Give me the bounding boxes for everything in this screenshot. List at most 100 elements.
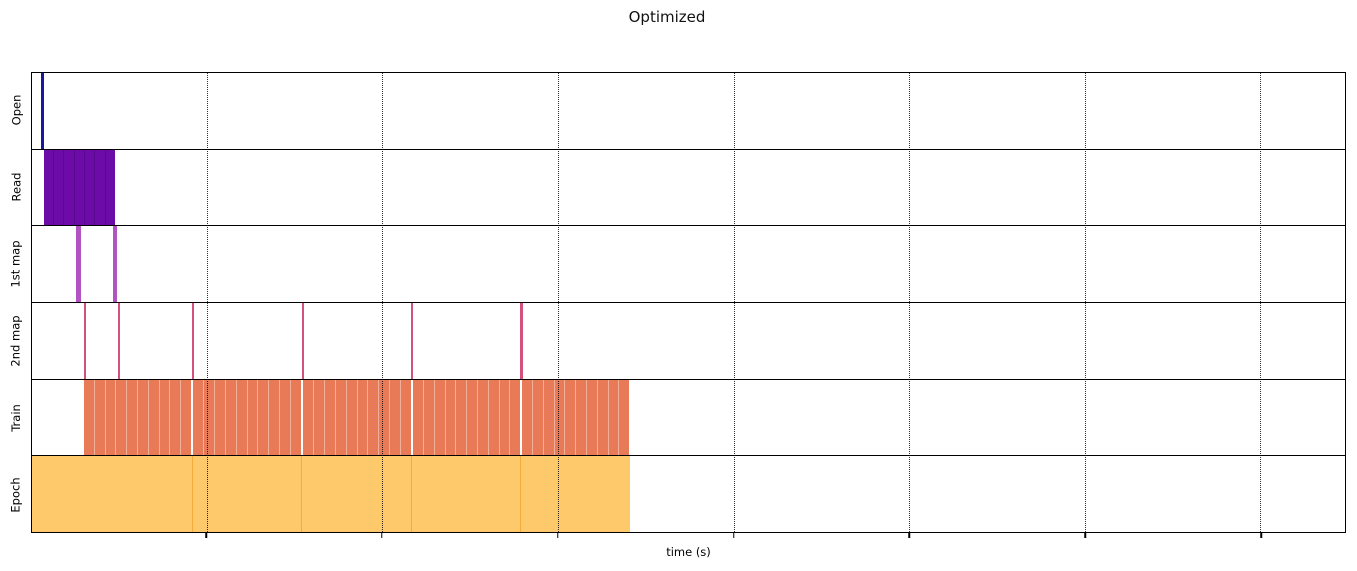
- train-segment: [303, 379, 314, 456]
- train-segment: [314, 379, 325, 456]
- x-tick: [732, 533, 735, 538]
- train-segment: [237, 379, 248, 456]
- train-segment: [160, 379, 171, 456]
- 2nd-map-bar: [83, 303, 86, 379]
- read-segment: [75, 149, 85, 226]
- train-segment: [226, 379, 237, 456]
- train-segment: [533, 379, 544, 456]
- train-segment: [181, 380, 191, 456]
- row-label-read: Read: [9, 172, 23, 202]
- train-segment: [127, 379, 139, 456]
- train-segment: [347, 379, 358, 456]
- x-ticks-strip: [31, 533, 1346, 539]
- train-segment: [446, 379, 457, 456]
- row-1st-map: [32, 226, 1345, 304]
- train-segment: [116, 379, 128, 456]
- train-bar: [522, 379, 630, 456]
- 2nd-map-bar: [520, 303, 523, 379]
- 2nd-map-bar: [410, 303, 413, 379]
- row-label-2nd-map: 2nd map: [9, 315, 23, 367]
- train-segment: [467, 379, 478, 456]
- train-segment: [149, 379, 160, 456]
- train-bar: [83, 379, 192, 456]
- row-label-open: Open: [9, 95, 23, 126]
- 1st-map-bar: [112, 226, 118, 303]
- row-label-cell-train: Train: [2, 379, 30, 456]
- open-bar: [40, 73, 44, 149]
- plot-area: [31, 72, 1346, 533]
- row-train: [32, 379, 1345, 457]
- read-segment: [106, 150, 115, 226]
- row-open: [32, 73, 1345, 150]
- train-bar: [303, 379, 411, 456]
- train-segment: [500, 379, 511, 456]
- x-tick: [205, 533, 207, 538]
- train-segment: [587, 379, 598, 456]
- row-read: [32, 149, 1345, 227]
- train-segment: [555, 379, 566, 456]
- train-segment: [424, 379, 435, 456]
- row-label-1st-map: 1st map: [9, 240, 23, 288]
- train-bar: [193, 379, 302, 456]
- train-segment: [248, 379, 259, 456]
- row-label-cell-epoch: Epoch: [2, 456, 30, 533]
- epoch-bar: [192, 456, 303, 533]
- row-label-epoch: Epoch: [9, 476, 23, 513]
- train-segment: [269, 379, 281, 456]
- x-axis-label: time (s): [666, 545, 711, 559]
- train-segment: [95, 379, 106, 456]
- read-bar: [43, 149, 115, 226]
- epoch-bar: [410, 456, 522, 533]
- read-segment: [85, 149, 96, 226]
- 2nd-map-bar: [117, 303, 120, 379]
- train-segment: [478, 379, 489, 456]
- row-label-cell-open: Open: [2, 72, 30, 149]
- read-segment: [44, 149, 55, 226]
- train-segment: [325, 379, 336, 456]
- train-segment: [280, 379, 292, 456]
- row-label-cell-2nd-map: 2nd map: [2, 302, 30, 379]
- train-segment: [170, 379, 182, 456]
- x-tick: [1084, 533, 1086, 538]
- read-segment: [95, 149, 106, 226]
- row-label-train: Train: [9, 403, 23, 432]
- train-segment: [456, 379, 468, 456]
- 2nd-map-bar: [191, 303, 195, 379]
- train-segment: [565, 379, 577, 456]
- x-tick: [1260, 533, 1262, 538]
- row-2nd-map: [32, 303, 1345, 380]
- x-tick: [556, 533, 559, 538]
- train-segment: [106, 379, 117, 456]
- train-segment: [489, 379, 500, 456]
- train-segment: [576, 379, 587, 456]
- train-segment: [619, 380, 629, 456]
- train-bar: [413, 379, 521, 456]
- train-segment: [258, 379, 270, 456]
- x-tick: [381, 533, 383, 538]
- row-label-cell-1st-map: 1st map: [2, 226, 30, 303]
- train-segment: [193, 379, 204, 456]
- train-segment: [138, 379, 149, 456]
- train-segment: [413, 379, 424, 456]
- read-segment: [64, 149, 75, 226]
- row-epoch: [32, 456, 1345, 533]
- chart-title: Optimized: [628, 8, 706, 26]
- epoch-bar: [301, 456, 412, 533]
- x-tick: [908, 533, 911, 538]
- train-segment: [435, 379, 446, 456]
- row-label-cell-read: Read: [2, 149, 30, 226]
- train-segment: [401, 380, 411, 456]
- epoch-bar: [32, 456, 193, 533]
- train-segment: [336, 379, 347, 456]
- epoch-bar: [520, 456, 631, 533]
- train-segment: [379, 379, 391, 456]
- train-segment: [522, 379, 534, 456]
- train-segment: [598, 379, 609, 456]
- row-labels-column: Open Read 1st map 2nd map Train Epoch: [2, 72, 30, 533]
- train-segment: [204, 379, 215, 456]
- train-segment: [215, 379, 226, 456]
- train-segment: [390, 379, 401, 456]
- train-segment: [84, 379, 95, 456]
- 2nd-map-bar: [301, 303, 304, 379]
